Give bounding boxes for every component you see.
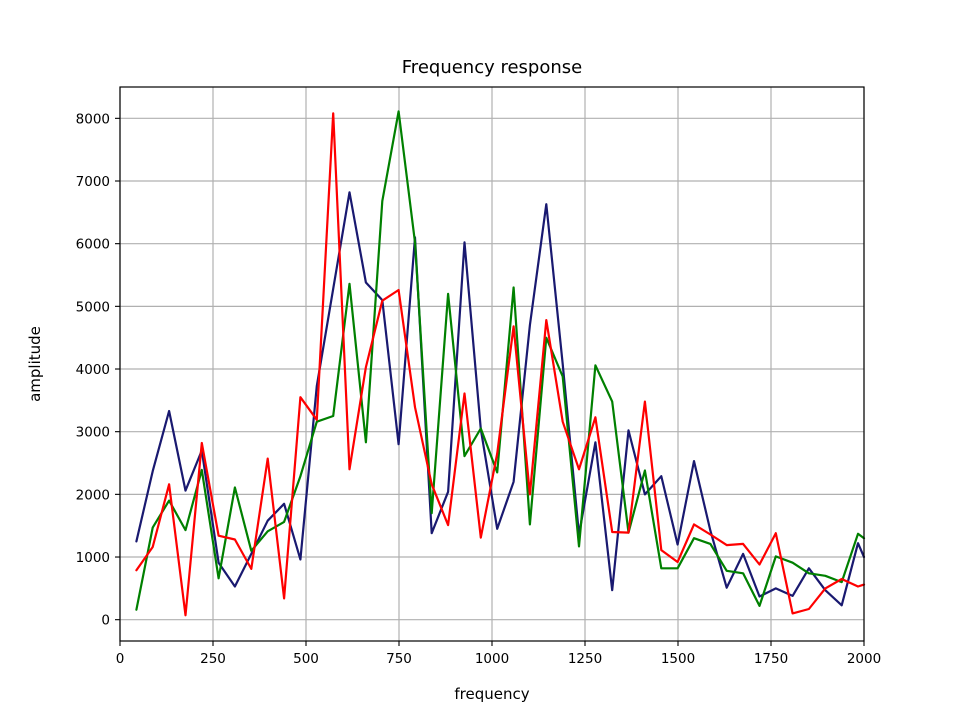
x-tick-label: 750 [386,651,412,667]
y-tick-label: 3000 [76,425,110,441]
x-axis: 0 250 500 750 1000 1250 1500 1750 2000 [116,641,881,667]
series-layer [135,110,866,617]
y-tick-label: 0 [101,613,110,629]
series-line-1 [135,191,866,607]
y-axis-label: amplitude [26,326,44,402]
y-tick-label: 5000 [76,299,110,315]
x-tick-label: 500 [293,651,319,667]
x-tick-label: 0 [116,651,125,667]
x-tick-label: 2000 [847,651,881,667]
chart-title: Frequency response [402,57,582,78]
y-tick-label: 8000 [76,111,110,127]
series-line-3 [135,112,866,617]
y-tick-label: 1000 [76,550,110,566]
y-tick-label: 6000 [76,237,110,253]
x-axis-label: frequency [454,685,529,703]
x-tick-label: 250 [200,651,226,667]
x-tick-label: 1000 [475,651,509,667]
y-tick-label: 2000 [76,487,110,503]
y-tick-label: 7000 [76,174,110,190]
x-tick-label: 1500 [661,651,695,667]
x-tick-label: 1250 [568,651,602,667]
x-tick-label: 1750 [754,651,788,667]
series-line-2 [135,110,866,611]
y-tick-label: 4000 [76,362,110,378]
y-axis: 0 1000 2000 3000 4000 5000 6000 7000 8000 [76,111,120,629]
